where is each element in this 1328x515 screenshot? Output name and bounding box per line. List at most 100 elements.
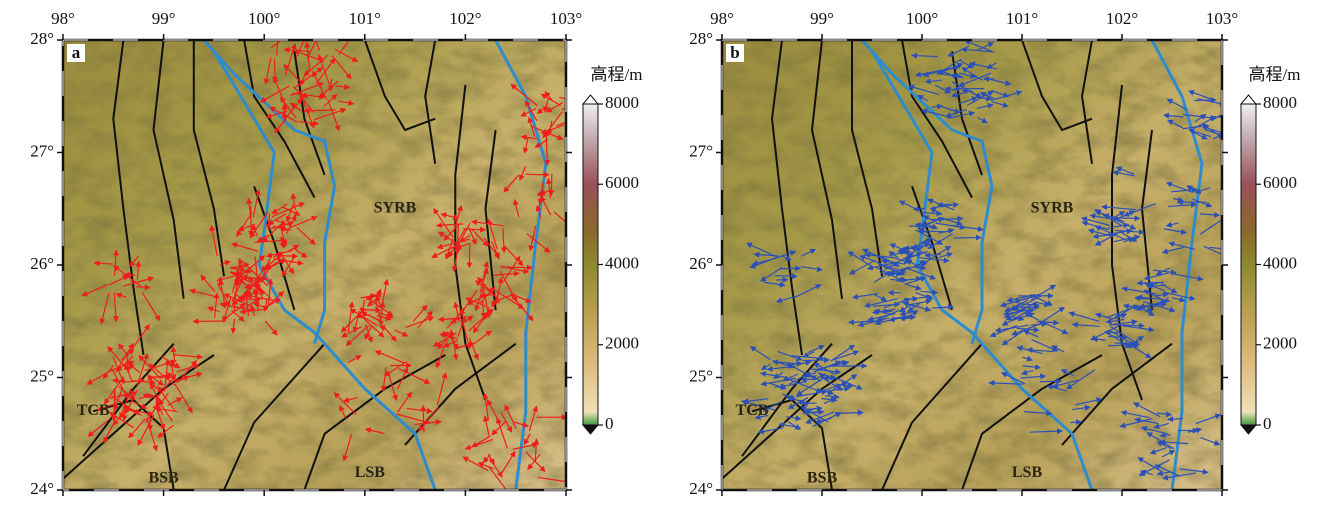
stress-arrow <box>96 403 116 412</box>
stress-arrow <box>479 261 490 293</box>
stress-arrow <box>864 252 897 259</box>
stress-arrow <box>128 418 146 439</box>
stress-arrow <box>266 291 285 307</box>
stress-arrow <box>377 319 397 342</box>
map-frame-inner <box>62 39 567 491</box>
stress-arrow <box>253 302 268 310</box>
stress-arrow <box>418 406 439 432</box>
stress-arrow <box>1143 272 1169 281</box>
stress-arrow <box>345 325 370 346</box>
stress-arrow <box>254 237 288 244</box>
stress-arrow <box>442 331 453 340</box>
stress-arrow <box>1202 124 1217 134</box>
stress-arrow <box>116 355 134 372</box>
stress-arrow <box>145 417 158 452</box>
stress-arrow <box>200 274 216 292</box>
stress-arrow <box>760 363 771 371</box>
stress-arrow <box>433 207 454 238</box>
stress-arrow <box>1022 355 1033 362</box>
fault <box>192 40 225 277</box>
stress-arrow <box>263 57 272 85</box>
stress-arrow <box>500 412 513 433</box>
stress-arrow <box>121 405 128 422</box>
stress-arrow <box>1046 384 1067 392</box>
y-tick-label: 24° <box>30 479 54 498</box>
fault <box>1021 40 1093 132</box>
stress-arrow <box>1022 364 1042 371</box>
stress-arrow <box>924 252 942 259</box>
stress-arrow <box>281 255 295 275</box>
stress-arrow <box>112 249 119 276</box>
fault <box>363 40 436 132</box>
stress-arrow <box>929 207 943 216</box>
stress-arrow <box>236 212 253 238</box>
stress-arrow <box>1030 284 1057 301</box>
fault <box>722 354 873 480</box>
stress-arrow <box>436 372 448 406</box>
stress-arrow <box>272 225 289 232</box>
stress-arrow <box>1080 216 1110 227</box>
stress-arrow <box>1050 345 1065 353</box>
stress-arrow <box>281 253 299 260</box>
stress-arrow <box>1165 221 1179 228</box>
stress-arrow <box>147 412 154 432</box>
stress-arrow <box>1161 450 1176 458</box>
stress-arrow <box>284 43 297 76</box>
stress-arrow <box>379 312 394 319</box>
stress-arrow <box>920 238 933 246</box>
stress-arrow <box>1159 432 1171 439</box>
stress-arrow <box>512 442 539 450</box>
stress-arrow <box>1001 307 1034 326</box>
stress-arrow <box>131 400 148 409</box>
stress-arrow <box>1107 341 1137 348</box>
stress-arrow <box>359 307 382 314</box>
stress-arrow <box>317 54 330 85</box>
stress-arrow <box>520 108 537 117</box>
stress-arrow <box>261 223 282 243</box>
stress-arrow <box>1154 464 1181 477</box>
stress-arrow <box>1187 427 1203 434</box>
stress-arrow <box>1199 216 1222 235</box>
stress-arrow <box>360 299 366 314</box>
stress-arrow <box>1138 459 1170 476</box>
river <box>202 40 337 345</box>
stress-arrow <box>471 228 489 247</box>
stress-arrow <box>327 78 334 92</box>
stress-arrow <box>830 350 860 362</box>
fault <box>112 40 145 356</box>
stress-arrow <box>1022 329 1039 338</box>
stress-arrow <box>559 96 566 100</box>
stress-arrow <box>874 266 905 283</box>
stress-arrow <box>1156 470 1171 477</box>
stress-arrow <box>1071 321 1100 328</box>
region-label: SYRB <box>1031 199 1074 216</box>
stress-arrow <box>1195 413 1222 425</box>
stress-arrow <box>306 40 318 59</box>
stress-arrow <box>237 223 256 232</box>
stress-arrow <box>503 245 524 267</box>
stress-arrow <box>499 270 518 303</box>
stress-arrow <box>452 348 459 361</box>
stress-arrow <box>364 325 373 340</box>
stress-arrow <box>1021 369 1034 376</box>
stress-arrow <box>405 316 435 328</box>
stress-arrow <box>810 375 822 382</box>
stress-arrow <box>794 284 822 299</box>
stress-arrow <box>349 308 378 326</box>
stress-arrow <box>285 204 294 223</box>
y-tick-label: 26° <box>30 254 54 273</box>
stress-arrow <box>1115 166 1135 175</box>
fault <box>881 343 983 490</box>
stress-arrow <box>512 421 529 428</box>
stress-arrow <box>520 134 539 141</box>
stress-arrow <box>1107 304 1139 318</box>
stress-arrow <box>333 392 357 415</box>
stress-arrow <box>1163 112 1184 119</box>
stress-arrow <box>219 301 253 312</box>
stress-arrow <box>164 358 171 392</box>
colorbar-min-triangle <box>1239 424 1258 435</box>
river <box>870 50 1094 490</box>
stress-arrow <box>1168 241 1196 250</box>
stress-arrow <box>339 404 347 419</box>
